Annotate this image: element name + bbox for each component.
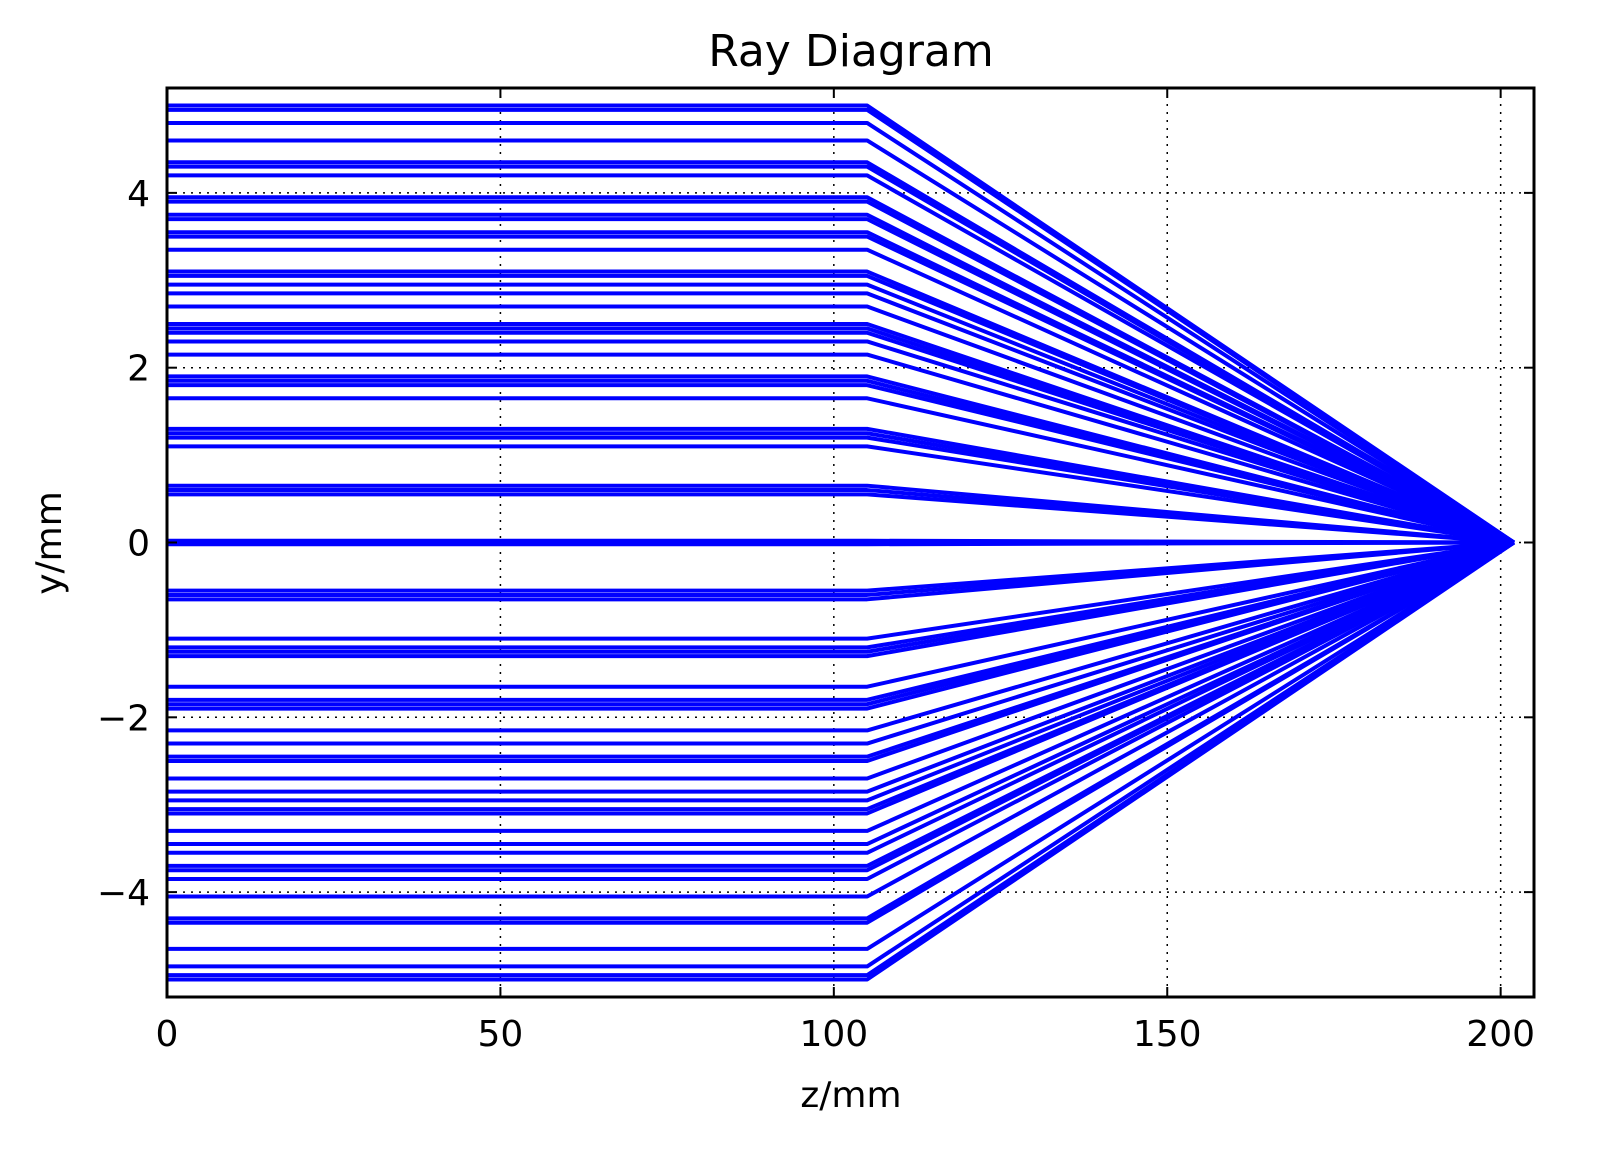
- ray-path: [167, 291, 1515, 545]
- ray-path: [167, 540, 1516, 925]
- ray-path: [167, 540, 1515, 733]
- ray-path: [167, 540, 1515, 847]
- rays: [167, 103, 1516, 982]
- ray-path: [167, 138, 1516, 545]
- ray-path: [167, 540, 1515, 873]
- y-tick-label: −2: [97, 698, 150, 739]
- ray-path: [167, 540, 1515, 641]
- x-tick-label: 200: [1466, 1014, 1535, 1055]
- ray-path: [167, 396, 1515, 545]
- ray-path: [167, 164, 1515, 545]
- ray-path: [167, 107, 1516, 545]
- ray-path: [167, 304, 1515, 545]
- plot-frame: [165, 86, 1536, 999]
- chart-title: Ray Diagram: [708, 26, 994, 77]
- y-tick-label: −4: [97, 873, 150, 914]
- ray-path: [167, 540, 1515, 794]
- ray-path: [167, 540, 1515, 899]
- ray-path: [167, 339, 1515, 545]
- ray-path: [167, 540, 1515, 689]
- x-axis-label: z/mm: [800, 1075, 901, 1116]
- y-tick-label: 0: [127, 524, 150, 565]
- ray-path: [167, 540, 1515, 855]
- x-tick-label: 150: [1133, 1014, 1202, 1055]
- ticks: 0 50 100 150 200 −4 −2 0 2 4: [97, 88, 1535, 1055]
- ray-path: [167, 540, 1515, 764]
- ray-path: [167, 330, 1515, 545]
- x-tick-label: 100: [799, 1014, 868, 1055]
- ray-path: [167, 540, 1515, 593]
- ray-path: [167, 247, 1515, 545]
- ray-path: [167, 540, 1515, 711]
- x-tick-label: 0: [156, 1014, 179, 1055]
- ray-path: [167, 444, 1515, 545]
- y-tick-label: 4: [127, 174, 150, 215]
- ray-path: [167, 540, 1515, 659]
- ray-path: [167, 540, 1515, 833]
- ray-path: [167, 540, 1515, 602]
- ray-path: [167, 540, 1515, 816]
- ray-path: [167, 540, 1515, 781]
- ray-path: [167, 540, 1516, 982]
- ray-path: [167, 352, 1515, 545]
- ray-path: [167, 234, 1515, 545]
- ray-path: [167, 540, 1516, 969]
- ray-path: [167, 383, 1515, 545]
- ray-path: [167, 492, 1515, 545]
- ray-path: [167, 540, 1516, 951]
- ray-path: [167, 273, 1515, 545]
- ray-path: [167, 173, 1515, 545]
- ray-path: [167, 217, 1515, 545]
- ray-path: [167, 540, 1515, 803]
- ray-path: [167, 282, 1515, 545]
- ray-path: [167, 540, 1515, 547]
- x-tick-label: 50: [478, 1014, 524, 1055]
- ray-path: [167, 120, 1516, 545]
- y-axis-label: y/mm: [29, 491, 70, 595]
- ray-path: [167, 435, 1515, 545]
- ray-path: [167, 540, 1515, 746]
- ray-path: [167, 199, 1515, 545]
- y-tick-label: 2: [127, 349, 150, 390]
- ray-path: [167, 540, 1515, 882]
